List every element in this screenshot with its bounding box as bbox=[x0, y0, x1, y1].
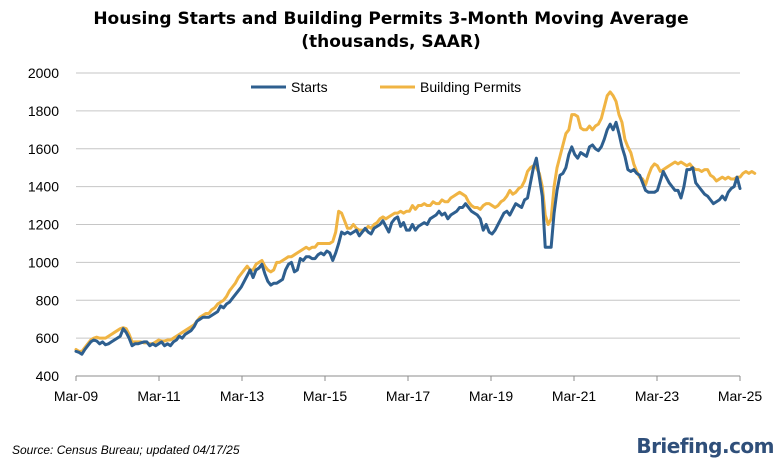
legend-label: Building Permits bbox=[420, 79, 521, 95]
y-tick-label: 800 bbox=[36, 292, 60, 308]
legend-item-starts: Starts bbox=[251, 79, 328, 95]
chart-title-line-2: (thousands, SAAR) bbox=[301, 32, 481, 52]
source-note: Source: Census Bureau; updated 04/17/25 bbox=[12, 443, 240, 457]
x-tick-label: Mar-09 bbox=[54, 388, 99, 404]
y-tick-label: 1800 bbox=[28, 103, 59, 119]
legend-label: Starts bbox=[291, 79, 328, 95]
x-tick-label: Mar-25 bbox=[718, 388, 763, 404]
y-tick-label: 1000 bbox=[28, 254, 59, 270]
gridlines bbox=[76, 72, 740, 377]
x-tick-label: Mar-19 bbox=[469, 388, 514, 404]
x-tick-label: Mar-23 bbox=[635, 388, 680, 404]
x-tick-label: Mar-13 bbox=[220, 388, 265, 404]
legend-item-building-permits: Building Permits bbox=[380, 79, 521, 95]
axes: 400 600 800 1000 1200 1400 1600 1800 2000 Mar-09 M… bbox=[28, 65, 763, 404]
y-tick-label: 1200 bbox=[28, 217, 59, 233]
x-tick-label: Mar-21 bbox=[552, 388, 597, 404]
y-tick-label: 600 bbox=[36, 330, 60, 346]
chart-title-line-1: Housing Starts and Building Permits 3-Mo… bbox=[93, 9, 689, 29]
series-lines bbox=[74, 90, 757, 356]
chart-title: Housing Starts and Building Permits 3-Mo… bbox=[0, 8, 782, 54]
series-line-building-permits bbox=[74, 90, 757, 353]
x-tick-label: Mar-11 bbox=[137, 388, 181, 404]
y-tick-label: 1600 bbox=[28, 141, 59, 157]
y-tick-label: 400 bbox=[36, 368, 60, 384]
legend: Starts Building Permits bbox=[251, 79, 521, 95]
y-tick-label: 1400 bbox=[28, 179, 59, 195]
x-tick-label: Mar-15 bbox=[303, 388, 348, 404]
series-line-starts bbox=[74, 120, 742, 356]
x-tick-label: Mar-17 bbox=[386, 388, 431, 404]
y-tick-label: 2000 bbox=[28, 65, 59, 81]
brand-logo: Briefing.com bbox=[636, 434, 774, 458]
